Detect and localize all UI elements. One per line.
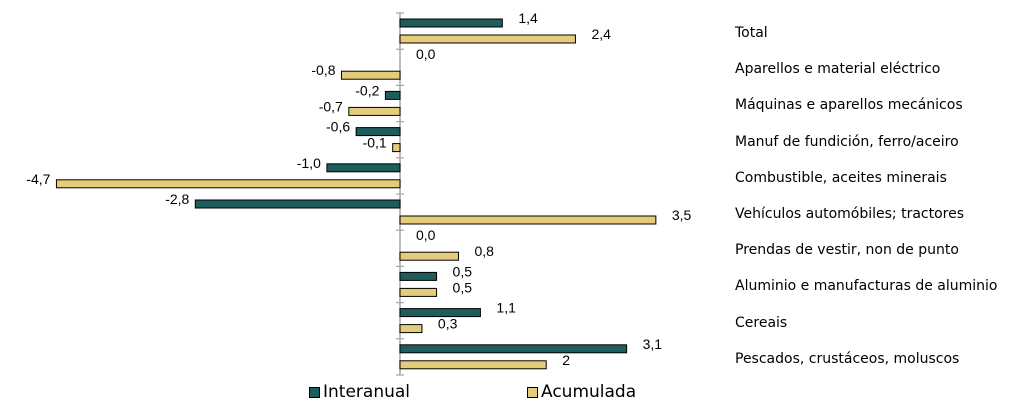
category-label: Aparellos e material eléctrico [735,61,941,78]
category-label: Manuf de fundición, ferro/aceiro [735,133,959,150]
data-label-acumulada: 3,5 [672,207,692,223]
category-label: Máquinas e aparellos mecánicos [735,97,963,114]
data-label-interanual: 0,5 [453,263,473,279]
category-label: Pescados, crustáceos, moluscos [735,350,960,367]
data-label-acumulada: -0,1 [363,135,387,151]
bar-interanual [326,163,401,173]
data-label-acumulada: 0,5 [453,279,473,295]
category-label: Cereais [735,314,788,331]
bar-interanual [384,90,401,100]
bar-acumulada [399,324,423,334]
bar-interanual [355,127,401,137]
legend-item-interanual: Interanual [309,382,410,402]
data-label-acumulada: 0,8 [474,243,494,259]
data-label-interanual: 0,0 [416,46,436,62]
bar-acumulada [348,106,401,116]
bar-acumulada [55,179,401,189]
legend-item-acumulada: Acumulada [527,382,636,402]
legend-swatch-interanual [309,386,320,398]
category-label: Total [735,25,768,41]
bar-interanual [399,18,503,28]
data-label-acumulada: 0,3 [438,316,458,332]
bar-acumulada [399,34,576,44]
bar-interanual [399,344,628,354]
data-label-interanual: -2,8 [165,191,189,207]
data-label-interanual: -1,0 [297,155,321,171]
bar-acumulada [399,360,547,370]
bar-acumulada [392,143,401,153]
bar-interanual [399,271,438,281]
bar-acumulada [341,70,401,80]
category-label: Aluminio e manufacturas de aluminio [735,278,998,295]
bar-acumulada [399,287,438,297]
bar-interanual [399,308,481,318]
bar-acumulada [399,215,657,225]
bar-chart: 1,4 2,4 0,0 -0,8 -0,2 -0,7 -0,6 -0,1 -1,0 -4,7 -2,… [26,10,692,376]
data-label-acumulada: -0,7 [319,98,343,114]
legend-label-acumulada: Acumulada [541,382,637,402]
data-label-acumulada: -0,8 [311,62,335,78]
data-label-interanual: 1,4 [518,10,538,26]
data-label-acumulada: 2 [562,352,570,368]
category-label: Prendas de vestir, non de punto [735,242,959,259]
legend-label-interanual: Interanual [323,382,411,402]
bar-interanual [194,199,401,209]
legend-swatch-acumulada [527,386,538,398]
category-label: Vehículos automóbiles; tractores [735,206,965,222]
category-label: Combustible, aceites minerais [735,169,947,186]
data-label-acumulada: 2,4 [591,26,611,42]
data-label-interanual: -0,2 [355,82,379,98]
data-label-interanual: 1,1 [496,300,516,316]
data-label-interanual: -0,6 [326,119,350,135]
bar-acumulada [399,251,459,261]
data-label-interanual: 3,1 [643,336,663,352]
data-label-acumulada: -4,7 [26,171,50,187]
data-label-interanual: 0,0 [416,227,436,243]
